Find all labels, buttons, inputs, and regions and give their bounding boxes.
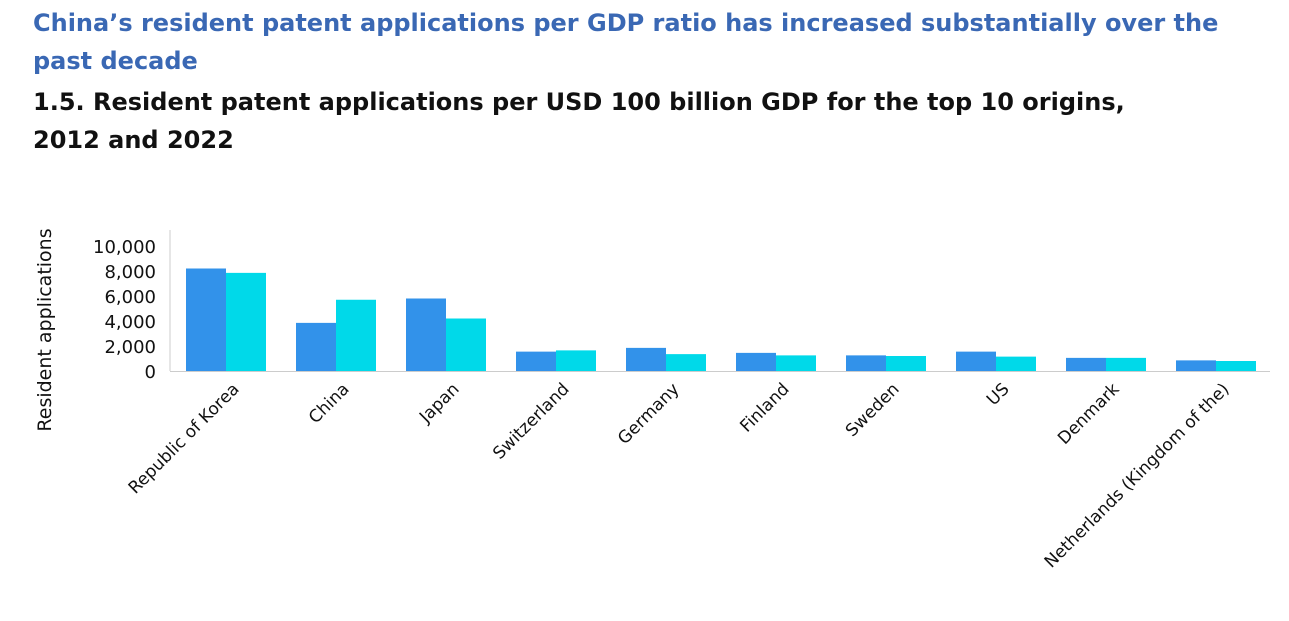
bar-2022 bbox=[776, 355, 816, 371]
x-axis-labels: Republic of Korea China Japan Switzerland Ge… bbox=[125, 379, 1234, 572]
bar-2022 bbox=[556, 350, 596, 371]
y-axis-label: Resident applications bbox=[34, 228, 56, 431]
y-axis-ticks: 0 2,000 4,000 6,000 8,000 10,000 bbox=[93, 237, 156, 383]
y-tick-label: 10,000 bbox=[93, 237, 156, 258]
bar-2012 bbox=[516, 351, 556, 371]
chart-headline: China’s resident patent applications per… bbox=[33, 9, 1219, 75]
bar-2012 bbox=[1176, 360, 1216, 371]
bar-2012 bbox=[186, 268, 226, 371]
bar-2012 bbox=[626, 347, 666, 371]
y-tick-label: 8,000 bbox=[104, 262, 156, 283]
bar-2022 bbox=[226, 272, 266, 371]
bar-2022 bbox=[1216, 361, 1256, 371]
bars-group bbox=[186, 268, 1256, 371]
x-category-label: Netherlands (Kingdom of the) bbox=[1041, 379, 1234, 572]
bar-2022 bbox=[1106, 357, 1146, 371]
bar-2022 bbox=[666, 354, 706, 371]
x-category-label: Japan bbox=[415, 379, 463, 427]
bar-2012 bbox=[406, 298, 446, 371]
bar-2022 bbox=[996, 356, 1036, 371]
y-tick-label: 2,000 bbox=[104, 337, 156, 358]
x-category-label: Finland bbox=[736, 379, 793, 436]
x-category-label: Switzerland bbox=[489, 379, 573, 463]
x-category-label: Denmark bbox=[1054, 379, 1124, 449]
x-category-label: Sweden bbox=[842, 379, 904, 441]
bar-2022 bbox=[336, 299, 376, 371]
bar-2012 bbox=[736, 352, 776, 371]
y-tick-label: 0 bbox=[145, 362, 156, 383]
bar-2022 bbox=[446, 318, 486, 371]
y-tick-label: 6,000 bbox=[104, 287, 156, 308]
bar-2012 bbox=[956, 351, 996, 371]
bar-2012 bbox=[1066, 357, 1106, 371]
x-category-label: US bbox=[983, 379, 1014, 410]
bar-2012 bbox=[846, 355, 886, 371]
bar-2012 bbox=[296, 322, 336, 371]
x-category-label: Republic of Korea bbox=[125, 379, 244, 498]
bar-2022 bbox=[886, 356, 926, 371]
x-category-label: Germany bbox=[614, 379, 683, 448]
chart-title: 1.5. Resident patent applications per US… bbox=[33, 88, 1125, 154]
y-tick-label: 4,000 bbox=[104, 312, 156, 333]
x-category-label: China bbox=[305, 379, 353, 427]
